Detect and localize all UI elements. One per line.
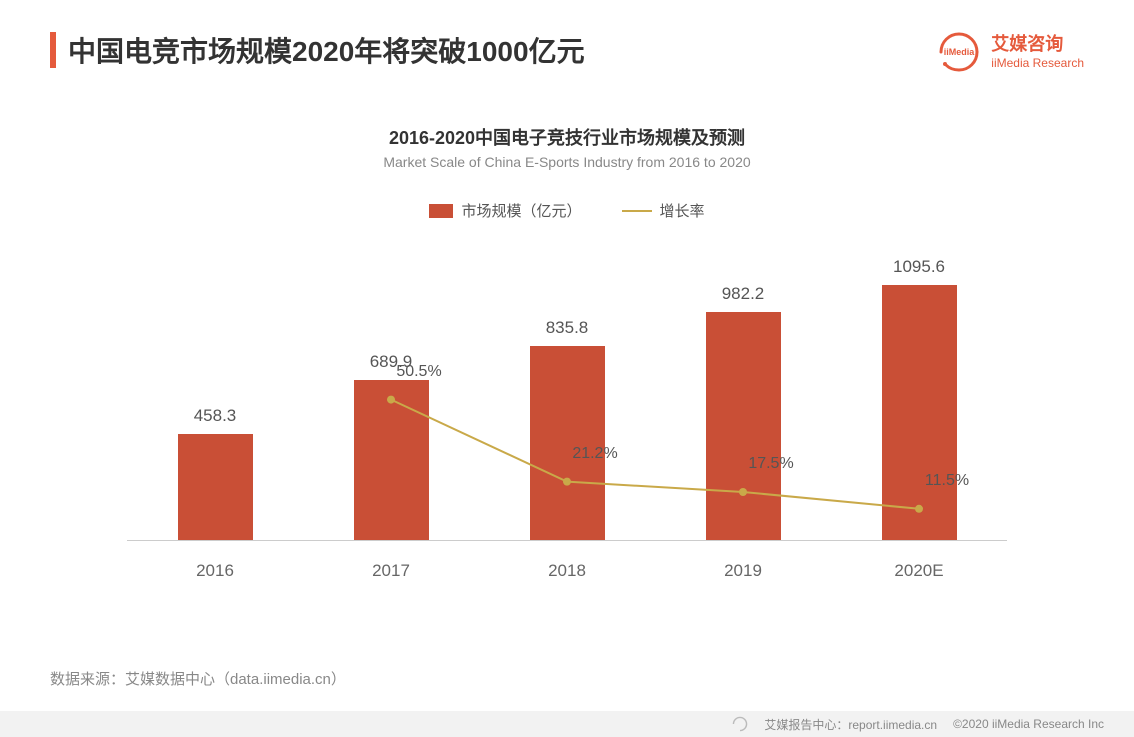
footer-bar: 艾媒报告中心：report.iimedia.cn ©2020 iiMedia R… [0, 711, 1134, 737]
x-axis-line [127, 540, 1007, 541]
footer-copyright: ©2020 iiMedia Research Inc [953, 717, 1104, 731]
legend-bar-item: 市场规模（亿元） [429, 200, 581, 221]
title-accent-bar [50, 32, 56, 68]
bar-value-label: 458.3 [194, 406, 237, 426]
growth-value-label: 50.5% [396, 363, 441, 381]
bar-item: 689.9 [303, 352, 479, 541]
bar-item: 835.8 [479, 318, 655, 541]
x-axis-label: 2018 [479, 561, 655, 581]
chart-legend: 市场规模（亿元） 增长率 [0, 200, 1134, 221]
chart-title-block: 2016-2020中国电子竞技行业市场规模及预测 Market Scale of… [0, 124, 1134, 170]
legend-line-item: 增长率 [622, 200, 705, 221]
legend-bar-swatch [429, 204, 453, 218]
brand-logo: iiMedia 艾媒咨询 iiMedia Research [937, 30, 1084, 74]
bar-value-label: 1095.6 [893, 257, 945, 277]
bar-value-label: 835.8 [546, 318, 589, 338]
legend-bar-label: 市场规模（亿元） [461, 200, 581, 221]
svg-text:iiMedia: iiMedia [944, 47, 976, 57]
bar-rect [354, 380, 429, 541]
page-title: 中国电竞市场规模2020年将突破1000亿元 [68, 30, 585, 70]
growth-value-label: 11.5% [925, 472, 969, 490]
bar-rect [178, 434, 253, 541]
growth-value-label: 21.2% [572, 445, 617, 463]
bar-item: 1095.6 [831, 257, 1007, 541]
growth-value-label: 17.5% [748, 455, 793, 473]
legend-line-swatch [622, 210, 652, 212]
chart-title-en: Market Scale of China E-Sports Industry … [0, 154, 1134, 170]
logo-icon: iiMedia [937, 30, 981, 74]
chart-plot-area: 458.3689.9835.8982.21095.6 2016201720182… [127, 241, 1007, 581]
x-axis-label: 2016 [127, 561, 303, 581]
chart-title-cn: 2016-2020中国电子竞技行业市场规模及预测 [0, 124, 1134, 150]
bar-rect [706, 312, 781, 541]
legend-line-label: 增长率 [660, 200, 705, 221]
footer-logo-icon [732, 716, 748, 732]
x-axis-labels: 20162017201820192020E [127, 561, 1007, 581]
footer-report-label: 艾媒报告中心：report.iimedia.cn [764, 716, 937, 733]
logo-text: 艾媒咨询 iiMedia Research [991, 34, 1084, 70]
bar-rect [882, 285, 957, 541]
x-axis-label: 2017 [303, 561, 479, 581]
logo-cn: 艾媒咨询 [991, 34, 1084, 56]
bar-group: 458.3689.9835.8982.21095.6 [127, 261, 1007, 541]
title-block: 中国电竞市场规模2020年将突破1000亿元 [50, 30, 585, 70]
logo-en: iiMedia Research [991, 56, 1084, 70]
header-row: 中国电竞市场规模2020年将突破1000亿元 iiMedia 艾媒咨询 iiMe… [0, 0, 1134, 74]
x-axis-label: 2020E [831, 561, 1007, 581]
data-source-label: 数据来源：艾媒数据中心（data.iimedia.cn） [50, 668, 346, 689]
x-axis-label: 2019 [655, 561, 831, 581]
bar-item: 458.3 [127, 406, 303, 541]
bar-rect [530, 346, 605, 541]
bar-item: 982.2 [655, 284, 831, 541]
bar-value-label: 982.2 [722, 284, 765, 304]
